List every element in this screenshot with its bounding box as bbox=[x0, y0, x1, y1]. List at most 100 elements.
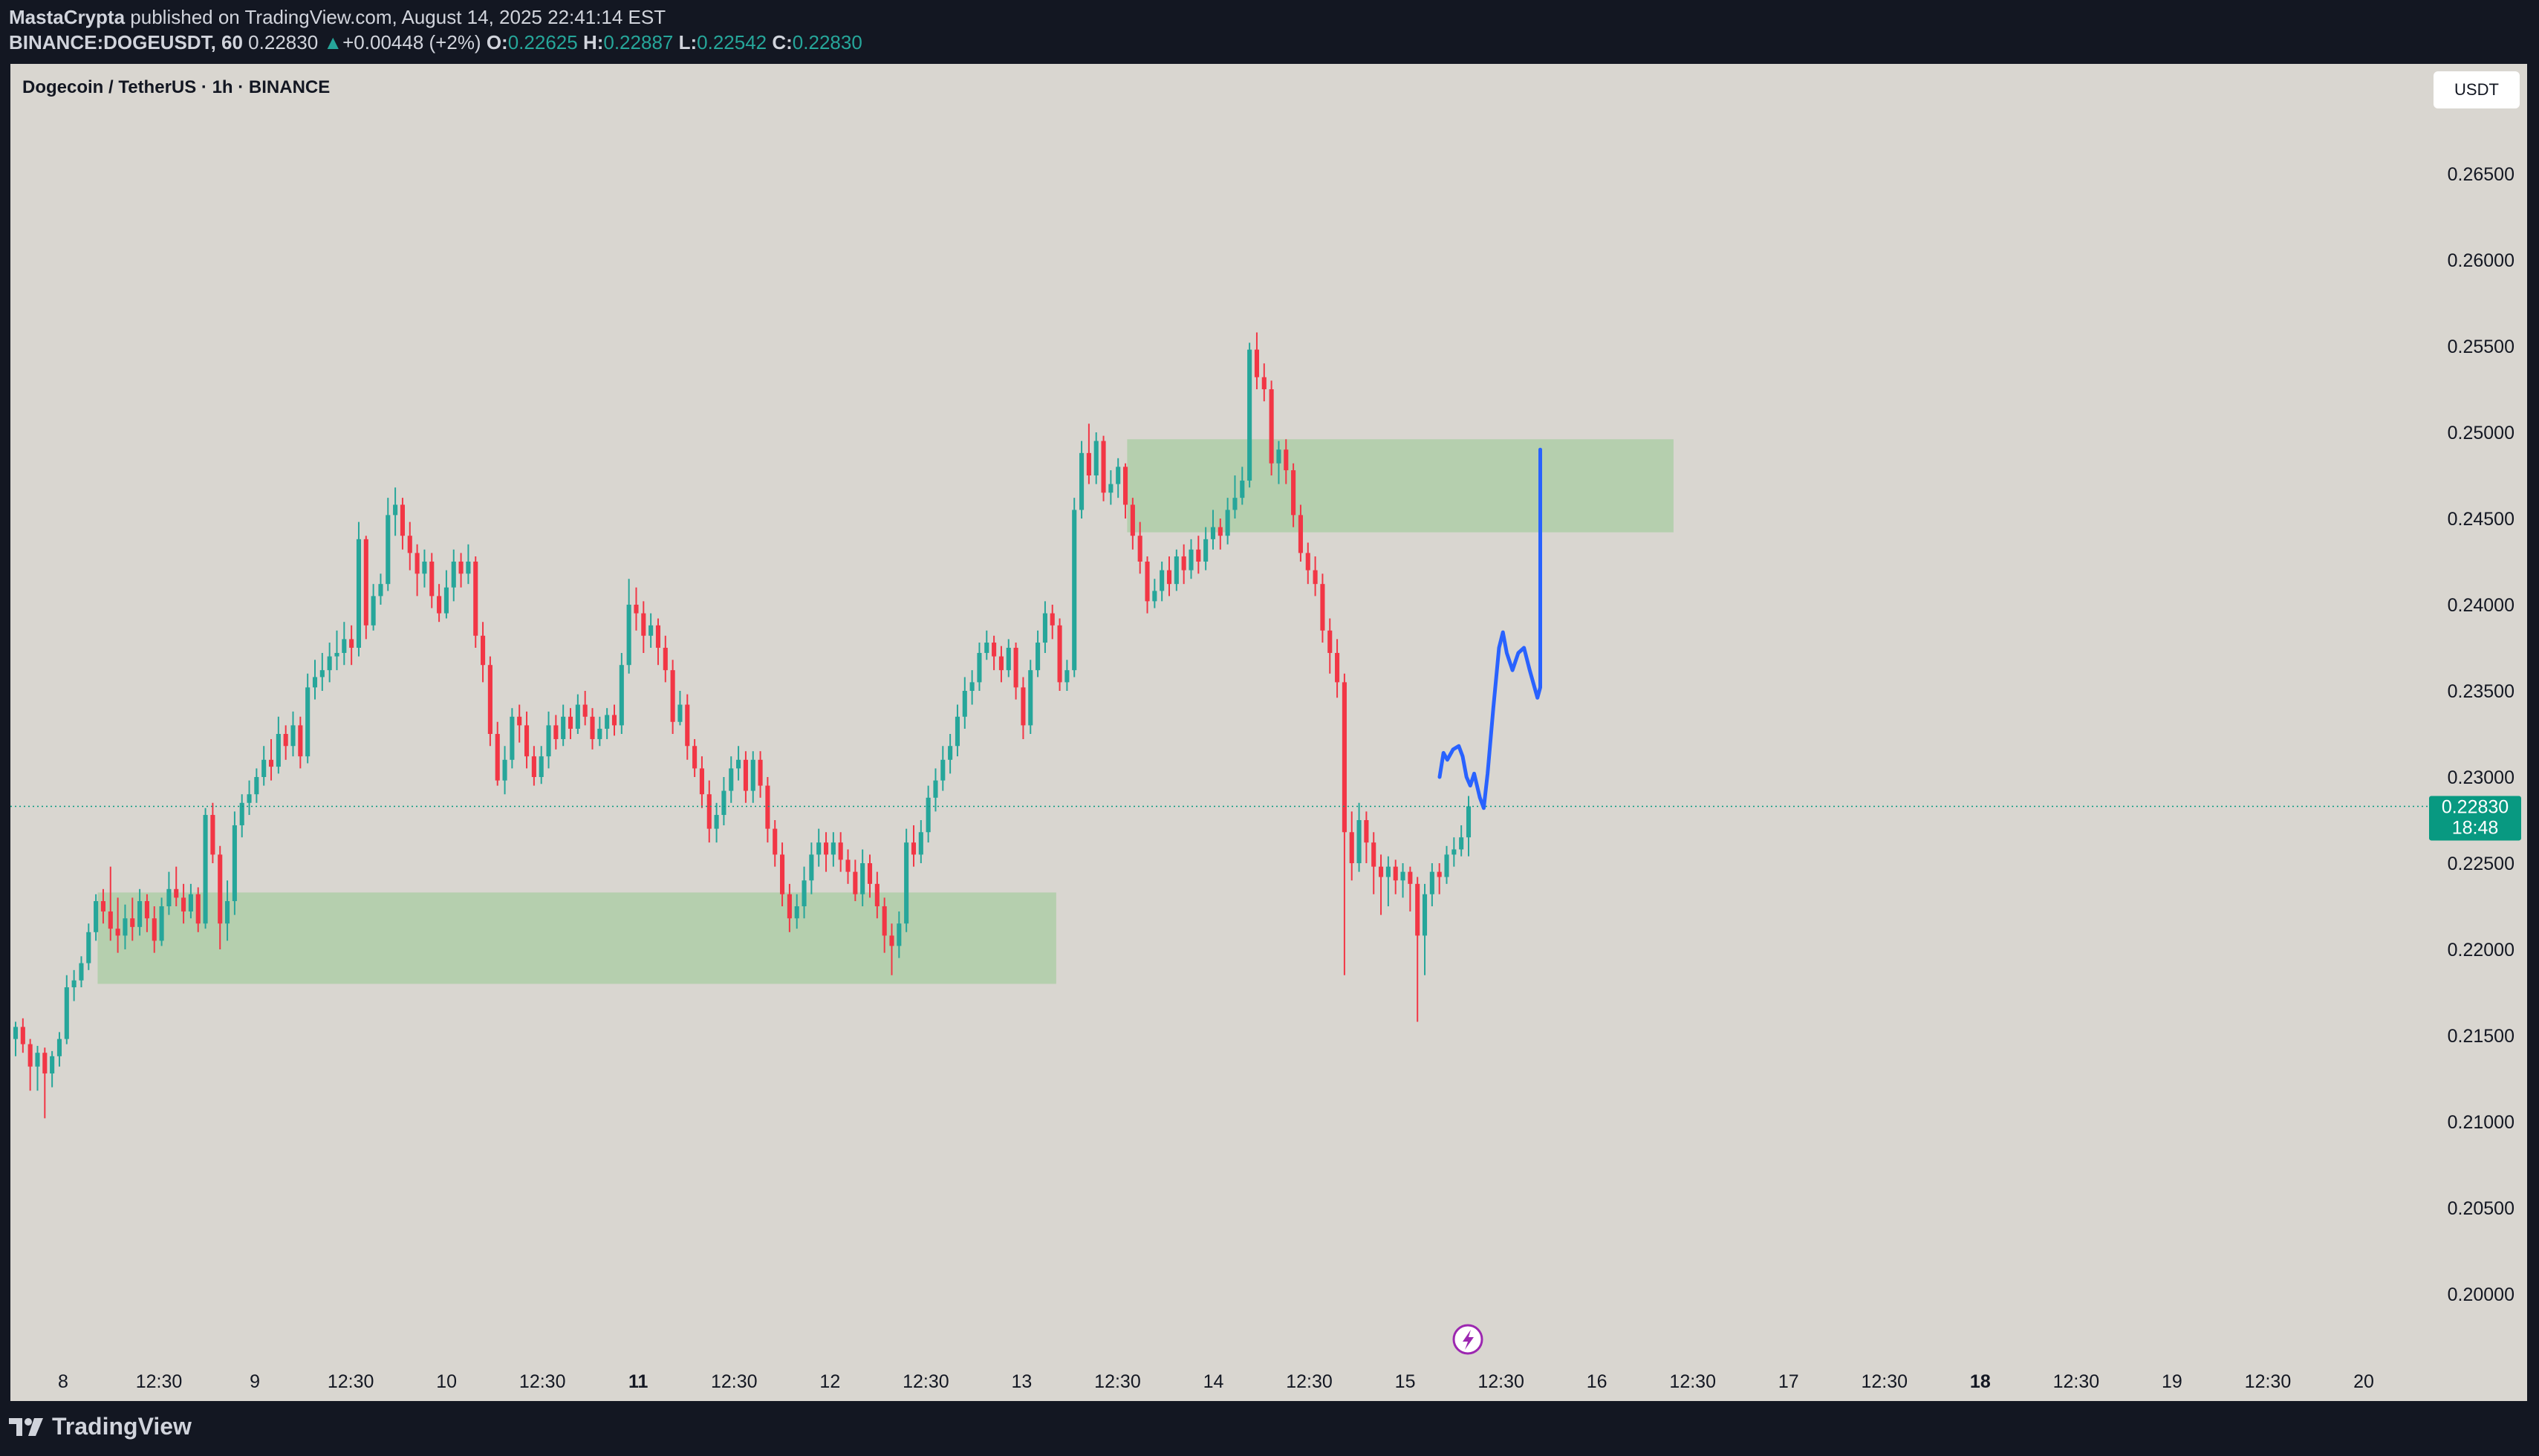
x-tick-label: 12 bbox=[819, 1371, 840, 1392]
x-tick-label: 12:30 bbox=[903, 1371, 949, 1392]
candle bbox=[166, 871, 172, 915]
y-tick-label: 0.22500 bbox=[2448, 854, 2514, 874]
candle-body bbox=[1079, 452, 1085, 510]
candle-body bbox=[195, 894, 201, 924]
candle-body bbox=[71, 980, 77, 988]
candle bbox=[926, 785, 931, 843]
candle-body bbox=[1305, 553, 1310, 571]
lightning-icon[interactable] bbox=[1452, 1324, 1483, 1355]
candle bbox=[283, 725, 288, 760]
candle-body bbox=[1393, 866, 1398, 881]
candle bbox=[422, 549, 427, 588]
candle-body bbox=[926, 797, 931, 833]
candle bbox=[415, 544, 420, 597]
close-label: C: bbox=[772, 31, 793, 53]
candle-body bbox=[50, 1056, 55, 1074]
author-name[interactable]: MastaCrypta bbox=[9, 6, 126, 28]
candle-body bbox=[224, 901, 230, 924]
candle-body bbox=[1189, 549, 1194, 571]
candle-body bbox=[86, 932, 91, 963]
candle bbox=[1050, 605, 1055, 640]
candle-body bbox=[670, 670, 675, 722]
candle-body bbox=[210, 815, 215, 855]
y-tick-label: 0.20000 bbox=[2448, 1284, 2514, 1305]
candle bbox=[853, 859, 858, 902]
x-tick-label: 13 bbox=[1012, 1371, 1033, 1392]
x-tick-label: 10 bbox=[436, 1371, 457, 1392]
candle bbox=[634, 587, 639, 631]
candle-body bbox=[1254, 349, 1260, 377]
candle bbox=[152, 906, 157, 953]
candlestick-chart[interactable]: 0.26500 0.26000 0.25500 0.25000 0.24500 0.240… bbox=[0, 0, 2539, 1401]
candle bbox=[437, 584, 442, 623]
support-zone[interactable] bbox=[97, 892, 1056, 984]
candle-body bbox=[152, 918, 157, 941]
candle-body bbox=[1064, 670, 1070, 683]
candle-body bbox=[1459, 837, 1464, 850]
candle-body bbox=[1122, 467, 1128, 505]
candle-body bbox=[955, 716, 960, 747]
candle bbox=[393, 487, 398, 536]
currency-button[interactable]: USDT bbox=[2434, 71, 2520, 108]
candle bbox=[1261, 363, 1267, 402]
candle bbox=[816, 828, 822, 867]
candle-body bbox=[1013, 648, 1018, 688]
candle-body bbox=[546, 725, 551, 757]
candle bbox=[1247, 342, 1252, 488]
chart-area[interactable] bbox=[10, 64, 2527, 1401]
candle bbox=[1203, 527, 1209, 571]
candle-body bbox=[1437, 871, 1442, 877]
candle-body bbox=[473, 562, 478, 636]
candle bbox=[466, 544, 471, 585]
candle-body bbox=[1174, 556, 1179, 585]
candle-body bbox=[1181, 556, 1186, 571]
candle-body bbox=[42, 1053, 48, 1074]
candle-body bbox=[1466, 806, 1472, 838]
candle-body bbox=[1108, 484, 1114, 493]
candle bbox=[1437, 863, 1442, 894]
candle-body bbox=[780, 854, 785, 894]
tradingview-logo[interactable]: TradingView bbox=[9, 1413, 192, 1440]
x-tick-label: 12:30 bbox=[1094, 1371, 1141, 1392]
candle bbox=[342, 622, 347, 666]
candle-body bbox=[407, 536, 412, 553]
price-badge-box bbox=[2429, 796, 2521, 841]
candle bbox=[860, 849, 865, 906]
x-tick-label: 12:30 bbox=[1862, 1371, 1908, 1392]
candle-body bbox=[247, 794, 252, 803]
resistance-zone[interactable] bbox=[1127, 439, 1674, 533]
candle-body bbox=[1152, 591, 1157, 602]
candle bbox=[1225, 498, 1230, 545]
candle bbox=[254, 768, 259, 803]
candle bbox=[889, 923, 894, 975]
candle bbox=[1218, 519, 1223, 550]
candle-body bbox=[1006, 648, 1011, 671]
candle-body bbox=[568, 716, 573, 729]
candle-body bbox=[100, 901, 105, 911]
candle bbox=[597, 716, 602, 747]
candle-body bbox=[1415, 883, 1420, 936]
candle-body bbox=[181, 897, 186, 911]
candle bbox=[1451, 837, 1457, 867]
candle-body bbox=[765, 785, 770, 829]
tradingview-logo-icon bbox=[9, 1417, 43, 1436]
candle bbox=[685, 694, 690, 760]
x-tick-label: 16 bbox=[1587, 1371, 1607, 1392]
candle bbox=[969, 670, 975, 705]
candle-body bbox=[977, 652, 982, 683]
candle-body bbox=[1298, 515, 1303, 553]
candle-body bbox=[239, 802, 244, 825]
candle bbox=[663, 635, 668, 683]
candle bbox=[1064, 660, 1070, 691]
candle bbox=[1313, 556, 1318, 597]
candle-body bbox=[553, 725, 559, 739]
candle-body bbox=[283, 734, 288, 747]
candle bbox=[1408, 866, 1413, 911]
candle bbox=[1130, 498, 1135, 550]
candle bbox=[1196, 536, 1201, 574]
candle bbox=[50, 1050, 55, 1088]
candle-body bbox=[1356, 820, 1362, 863]
candle bbox=[765, 777, 770, 843]
candle-body bbox=[510, 716, 515, 760]
candle-body bbox=[130, 918, 135, 927]
